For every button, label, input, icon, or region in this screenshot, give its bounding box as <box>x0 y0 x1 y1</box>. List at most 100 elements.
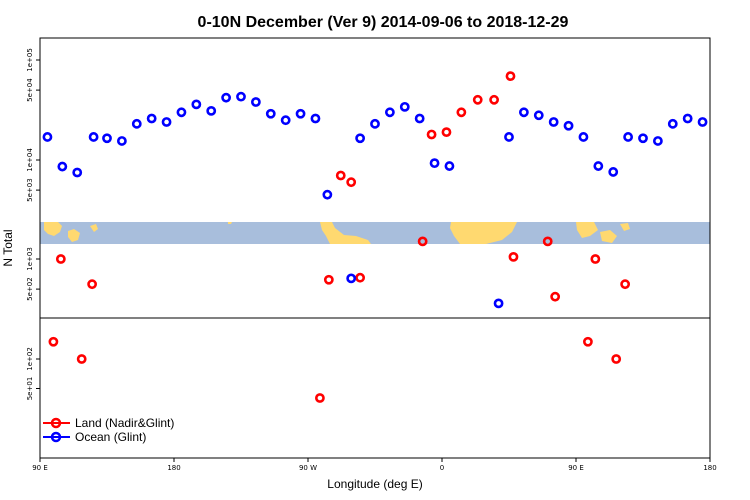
legend-label-ocean: Ocean (Glint) <box>75 430 146 444</box>
point-land <box>508 251 519 262</box>
y-axis-label: N Total <box>1 229 15 266</box>
point-ocean <box>72 167 83 178</box>
point-ocean <box>399 101 410 112</box>
point-ocean <box>563 120 574 131</box>
point-ocean <box>280 115 291 126</box>
point-land <box>426 129 437 140</box>
point-ocean <box>638 133 648 144</box>
point-ocean <box>697 117 708 127</box>
world-map-band <box>40 222 710 244</box>
point-ocean <box>88 132 99 142</box>
point-ocean <box>176 107 187 118</box>
y-tick-label: 5e+01 <box>26 377 34 401</box>
landmass-philippines-east <box>620 223 630 231</box>
point-ocean <box>593 161 604 171</box>
point-land <box>583 336 593 347</box>
point-land <box>76 354 87 364</box>
point-land <box>48 336 59 347</box>
point-ocean <box>206 105 217 116</box>
legend-label-land: Land (Nadir&Glint) <box>75 416 174 430</box>
point-ocean <box>322 189 333 200</box>
y-tick-label: 5e+03 <box>26 178 34 202</box>
y-tick-label: 1e+02 <box>26 347 34 371</box>
point-ocean <box>57 161 68 172</box>
point-ocean <box>652 136 663 146</box>
point-ocean <box>548 117 559 127</box>
point-ocean <box>533 110 544 121</box>
point-ocean <box>384 107 395 118</box>
point-land <box>323 274 334 285</box>
landmass-asia <box>44 222 62 236</box>
point-ocean <box>623 132 634 142</box>
point-ocean <box>295 108 306 119</box>
y-tick-label: 5e+04 <box>26 78 34 102</box>
point-land <box>335 170 346 181</box>
point-ocean <box>578 132 589 142</box>
point-ocean <box>414 113 425 124</box>
point-land <box>441 127 452 138</box>
y-tick-label: 5e+02 <box>26 277 34 301</box>
landmass-south-america <box>320 222 371 244</box>
landmass-africa <box>450 222 517 244</box>
point-land <box>417 236 428 247</box>
point-ocean <box>42 132 53 142</box>
legend-item-land: Land (Nadir&Glint) <box>43 416 174 430</box>
point-ocean <box>493 298 504 309</box>
point-ocean <box>518 107 529 118</box>
point-land <box>542 236 553 247</box>
point-land <box>590 254 601 264</box>
landmass-borneo-east <box>600 230 617 243</box>
landmass-philippines <box>90 224 98 232</box>
point-ocean <box>250 97 261 107</box>
point-land <box>505 71 516 82</box>
point-ocean <box>265 108 276 119</box>
point-ocean <box>346 273 357 284</box>
x-tick-label: 180 <box>167 464 180 472</box>
point-ocean <box>146 113 157 124</box>
point-ocean <box>370 118 380 129</box>
landmass-island <box>228 222 232 224</box>
point-ocean <box>116 136 127 146</box>
point-land <box>355 272 366 283</box>
point-land <box>87 279 98 290</box>
plot-frame <box>39 37 711 459</box>
point-ocean <box>161 117 172 127</box>
point-ocean <box>608 167 619 177</box>
point-ocean <box>667 118 678 129</box>
point-land <box>472 94 483 105</box>
point-land <box>611 354 622 364</box>
point-land <box>315 393 325 403</box>
y-tick-label: 1e+05 <box>26 48 34 72</box>
y-tick-label: 1e+03 <box>26 247 34 271</box>
x-tick-label: 90 E <box>568 464 584 472</box>
legend-marker-ocean <box>50 431 62 443</box>
legend: Land (Nadir&Glint) Ocean (Glint) <box>43 416 174 444</box>
y-tick-label: 1e+04 <box>26 148 34 172</box>
point-land <box>489 94 500 105</box>
y-axis: 1e+05 5e+04 1e+04 5e+03 1e+03 5e+02 1e+02 5e+01 <box>26 48 40 400</box>
x-axis-label: Longitude (deg E) <box>327 477 422 491</box>
point-ocean <box>444 161 455 171</box>
point-land <box>620 279 631 290</box>
landmass-indochina <box>576 222 598 238</box>
point-ocean <box>504 132 514 142</box>
point-ocean <box>221 92 232 103</box>
point-land <box>456 107 467 118</box>
point-ocean <box>682 113 693 124</box>
x-tick-label: 90 W <box>299 464 317 472</box>
point-ocean <box>355 133 366 144</box>
ocean-background <box>40 222 710 244</box>
point-land <box>55 254 66 264</box>
point-ocean <box>236 91 246 102</box>
x-axis: 90 E 180 90 W 0 90 E 180 <box>32 458 717 472</box>
x-tick-label: 180 <box>703 464 716 472</box>
point-land <box>346 177 357 188</box>
legend-marker-land <box>50 417 62 429</box>
point-land <box>550 291 561 302</box>
point-ocean <box>131 118 142 129</box>
x-tick-label: 90 E <box>32 464 48 472</box>
chart-title: 0-10N December (Ver 9) 2014-09-06 to 201… <box>198 14 569 31</box>
legend-item-ocean: Ocean (Glint) <box>43 430 146 444</box>
data-points <box>42 71 708 403</box>
